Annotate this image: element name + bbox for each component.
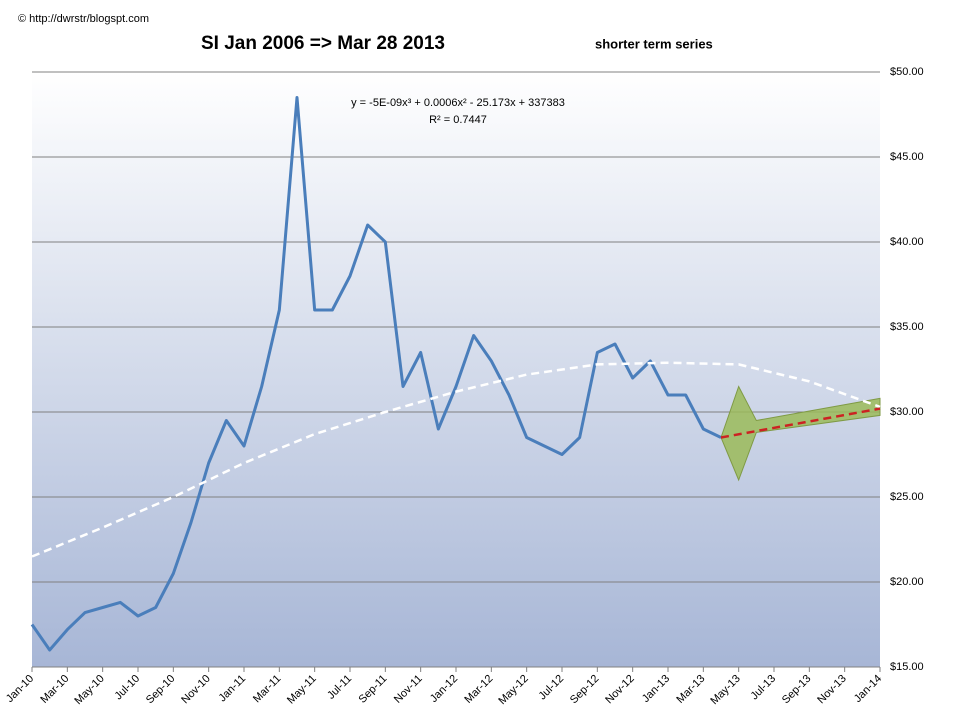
x-tick-label: Jan-10 bbox=[4, 673, 36, 705]
chart-subtitle: shorter term series bbox=[595, 36, 713, 51]
x-tick-label: Sep-10 bbox=[144, 673, 178, 707]
chart-title: SI Jan 2006 => Mar 28 2013 bbox=[201, 33, 445, 54]
x-tick-label: May-10 bbox=[72, 673, 106, 707]
x-tick-label: Jan-11 bbox=[216, 673, 248, 705]
y-tick-label: $40.00 bbox=[890, 236, 924, 248]
x-tick-label: Nov-13 bbox=[815, 673, 849, 707]
x-tick-label: Jul-12 bbox=[536, 673, 566, 703]
copyright: © http://dwrstr/blogspt.com bbox=[18, 13, 149, 25]
trend-line bbox=[31, 361, 881, 558]
trend-line bbox=[720, 407, 881, 439]
x-tick-label: Jan-12 bbox=[428, 673, 460, 705]
x-tick-label: Jan-14 bbox=[852, 673, 884, 705]
y-tick-label: $45.00 bbox=[890, 151, 924, 163]
x-tick-label: May-13 bbox=[708, 673, 742, 707]
price-line bbox=[30, 96, 722, 652]
x-tick-label: Jul-13 bbox=[748, 673, 778, 703]
x-tick-label: Mar-13 bbox=[674, 673, 707, 706]
x-tick-label: Sep-12 bbox=[568, 673, 602, 707]
x-tick-label: Nov-12 bbox=[603, 673, 637, 707]
x-tick-label: Jan-13 bbox=[640, 673, 672, 705]
y-tick-label: $15.00 bbox=[890, 661, 924, 673]
y-tick-label: $35.00 bbox=[890, 321, 924, 333]
x-tick-label: Mar-11 bbox=[251, 673, 284, 706]
y-tick-label: $30.00 bbox=[890, 406, 924, 418]
y-tick-label: $50.00 bbox=[890, 66, 924, 78]
trend-equation: y = -5E-09x³ + 0.0006x² - 25.173x + 3373… bbox=[351, 97, 565, 109]
x-tick-label: Sep-13 bbox=[780, 673, 814, 707]
x-tick-label: Nov-10 bbox=[179, 673, 213, 707]
x-tick-label: May-11 bbox=[285, 673, 319, 707]
x-tick-label: Sep-11 bbox=[357, 673, 390, 706]
x-tick-label: Nov-11 bbox=[392, 673, 425, 706]
plot-area bbox=[32, 72, 880, 667]
y-tick-label: $25.00 bbox=[890, 491, 924, 503]
r-squared: R² = 0.7447 bbox=[429, 114, 487, 126]
x-tick-label: Jul-10 bbox=[112, 673, 142, 703]
y-tick-label: $20.00 bbox=[890, 576, 924, 588]
x-tick-label: Mar-10 bbox=[38, 673, 71, 706]
x-tick-label: May-12 bbox=[496, 673, 530, 707]
x-tick-label: Jul-11 bbox=[325, 673, 354, 702]
x-tick-label: Mar-12 bbox=[462, 673, 495, 706]
